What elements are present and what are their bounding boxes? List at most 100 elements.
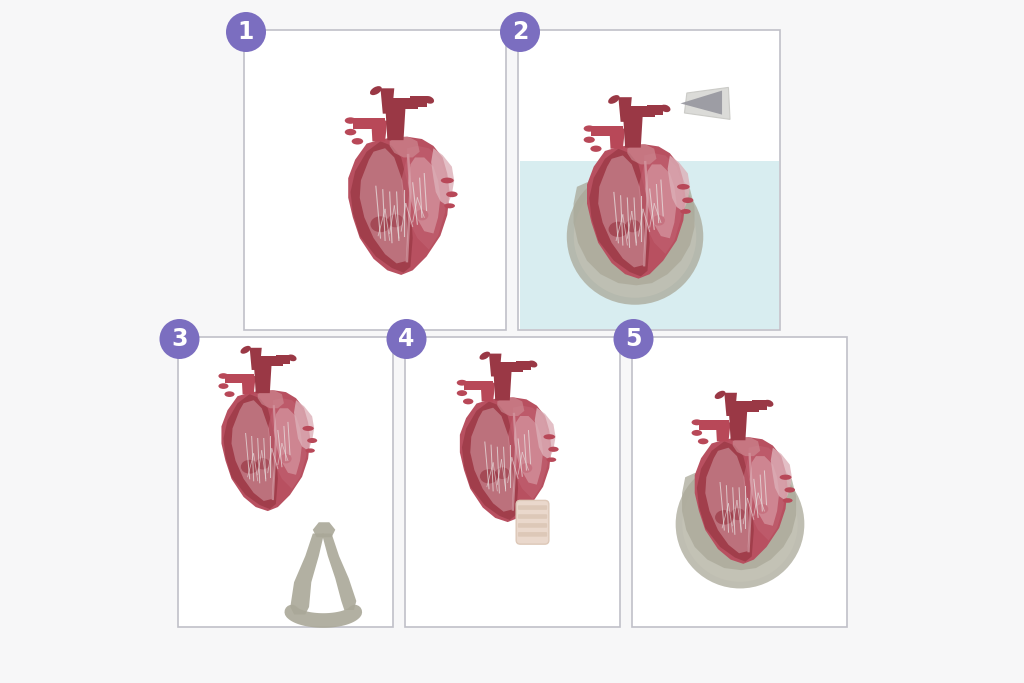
Ellipse shape: [608, 95, 620, 104]
Ellipse shape: [784, 487, 795, 492]
Polygon shape: [592, 126, 623, 137]
Polygon shape: [706, 447, 750, 553]
Polygon shape: [381, 88, 394, 113]
Ellipse shape: [224, 391, 234, 397]
Ellipse shape: [256, 458, 269, 469]
Polygon shape: [535, 408, 556, 460]
Ellipse shape: [764, 400, 773, 407]
Polygon shape: [385, 102, 406, 140]
Ellipse shape: [566, 168, 703, 305]
Ellipse shape: [241, 346, 251, 354]
FancyBboxPatch shape: [632, 337, 847, 627]
Polygon shape: [623, 111, 643, 148]
Circle shape: [500, 12, 540, 52]
Polygon shape: [494, 362, 523, 372]
Polygon shape: [668, 156, 690, 212]
Polygon shape: [225, 374, 254, 383]
Ellipse shape: [677, 184, 689, 190]
Ellipse shape: [345, 129, 356, 135]
Ellipse shape: [351, 138, 364, 145]
Polygon shape: [498, 398, 524, 416]
Polygon shape: [231, 400, 273, 501]
Polygon shape: [221, 390, 310, 511]
Polygon shape: [385, 98, 419, 109]
Polygon shape: [411, 96, 427, 107]
Polygon shape: [489, 354, 502, 376]
Polygon shape: [728, 401, 759, 412]
FancyBboxPatch shape: [518, 523, 547, 528]
Ellipse shape: [479, 352, 490, 360]
Ellipse shape: [608, 222, 628, 237]
Polygon shape: [573, 173, 694, 285]
Polygon shape: [618, 97, 632, 122]
Polygon shape: [684, 87, 730, 120]
Polygon shape: [470, 408, 514, 512]
Ellipse shape: [698, 438, 709, 445]
Text: 5: 5: [626, 327, 642, 351]
Circle shape: [386, 319, 427, 359]
Ellipse shape: [528, 361, 538, 367]
Ellipse shape: [676, 460, 804, 589]
Polygon shape: [645, 165, 677, 238]
Ellipse shape: [584, 126, 595, 132]
Polygon shape: [390, 137, 420, 158]
Ellipse shape: [288, 354, 297, 361]
Polygon shape: [733, 437, 760, 456]
Text: 4: 4: [398, 327, 415, 351]
Polygon shape: [609, 128, 625, 149]
FancyBboxPatch shape: [516, 501, 549, 544]
Ellipse shape: [544, 434, 555, 439]
Ellipse shape: [496, 467, 510, 479]
Polygon shape: [268, 398, 308, 489]
Ellipse shape: [345, 117, 356, 124]
Polygon shape: [254, 360, 271, 393]
Ellipse shape: [480, 469, 498, 484]
Ellipse shape: [463, 398, 473, 404]
Polygon shape: [480, 382, 496, 402]
Ellipse shape: [731, 508, 745, 520]
Ellipse shape: [691, 430, 702, 436]
Circle shape: [613, 319, 653, 359]
Polygon shape: [699, 420, 728, 430]
Polygon shape: [724, 393, 737, 416]
Ellipse shape: [548, 447, 559, 452]
Ellipse shape: [691, 419, 702, 426]
Ellipse shape: [584, 137, 595, 143]
Ellipse shape: [241, 460, 258, 473]
Polygon shape: [516, 361, 530, 370]
Polygon shape: [353, 118, 385, 128]
Ellipse shape: [779, 475, 792, 480]
FancyBboxPatch shape: [519, 161, 778, 329]
Polygon shape: [462, 402, 518, 520]
Polygon shape: [587, 144, 685, 279]
Polygon shape: [312, 522, 335, 538]
Polygon shape: [223, 394, 278, 509]
Ellipse shape: [424, 96, 434, 104]
Polygon shape: [771, 447, 792, 501]
FancyBboxPatch shape: [518, 505, 547, 510]
Ellipse shape: [715, 510, 733, 525]
Polygon shape: [639, 153, 683, 254]
Ellipse shape: [218, 373, 228, 379]
Polygon shape: [273, 408, 302, 475]
Polygon shape: [682, 464, 796, 570]
Polygon shape: [508, 406, 549, 499]
Polygon shape: [242, 376, 256, 394]
Ellipse shape: [371, 217, 390, 232]
Polygon shape: [431, 148, 455, 206]
Polygon shape: [372, 121, 387, 141]
Ellipse shape: [281, 454, 292, 463]
Ellipse shape: [573, 176, 696, 298]
Text: 1: 1: [238, 20, 254, 44]
Ellipse shape: [446, 191, 458, 197]
Ellipse shape: [520, 463, 532, 473]
Ellipse shape: [682, 466, 798, 582]
Ellipse shape: [652, 215, 665, 225]
FancyBboxPatch shape: [518, 30, 780, 330]
Ellipse shape: [416, 210, 428, 221]
Ellipse shape: [370, 86, 382, 95]
Ellipse shape: [457, 380, 467, 386]
Ellipse shape: [457, 390, 467, 396]
Polygon shape: [598, 156, 645, 268]
Polygon shape: [409, 158, 440, 234]
